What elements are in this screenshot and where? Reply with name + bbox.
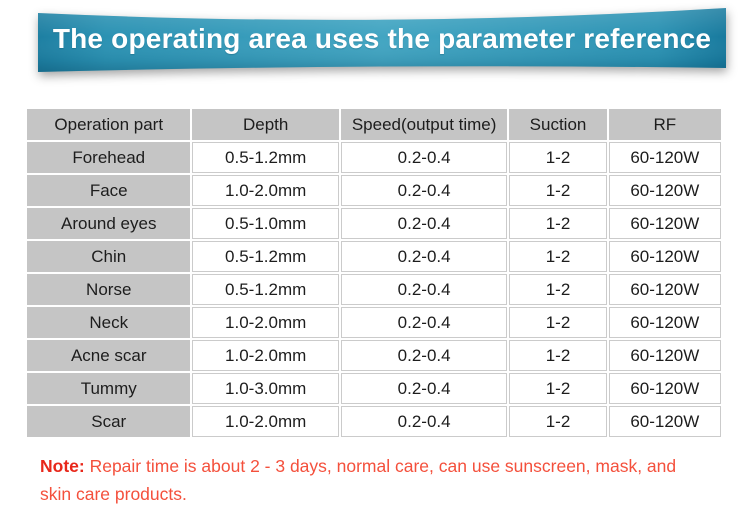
column-header: Operation part [27, 109, 191, 140]
row-label: Norse [27, 274, 191, 305]
column-header: RF [608, 109, 721, 140]
cell: 1-2 [509, 406, 607, 437]
table-row: Chin 0.5-1.2mm 0.2-0.4 1-2 60-120W [27, 241, 721, 272]
cell: 0.5-1.2mm [192, 241, 339, 272]
cell: 1-2 [509, 208, 607, 239]
cell: 60-120W [608, 274, 721, 305]
cell: 60-120W [608, 142, 721, 173]
cell: 0.5-1.0mm [192, 208, 339, 239]
table-row: Face 1.0-2.0mm 0.2-0.4 1-2 60-120W [27, 175, 721, 206]
table-row: Forehead 0.5-1.2mm 0.2-0.4 1-2 60-120W [27, 142, 721, 173]
cell: 1.0-2.0mm [192, 307, 339, 338]
table-body: Forehead 0.5-1.2mm 0.2-0.4 1-2 60-120W Face 1.… [27, 142, 721, 437]
cell: 1.0-2.0mm [192, 175, 339, 206]
cell: 0.2-0.4 [340, 406, 508, 437]
column-header: Suction [509, 109, 607, 140]
cell: 1-2 [509, 175, 607, 206]
row-label: Around eyes [27, 208, 191, 239]
cell: 1-2 [509, 307, 607, 338]
banner-title: The operating area uses the parameter re… [52, 23, 712, 54]
cell: 1.0-2.0mm [192, 406, 339, 437]
cell: 60-120W [608, 373, 721, 404]
cell: 0.2-0.4 [340, 307, 508, 338]
table-row: Scar 1.0-2.0mm 0.2-0.4 1-2 60-120W [27, 406, 721, 437]
cell: 1-2 [509, 373, 607, 404]
table-header-row: Operation part Depth Speed(output time) Suc… [27, 109, 721, 140]
cell: 0.2-0.4 [340, 274, 508, 305]
row-label: Face [27, 175, 191, 206]
note-text: Repair time is about 2 - 3 days, normal … [40, 456, 677, 505]
row-label: Scar [27, 406, 191, 437]
cell: 1.0-2.0mm [192, 340, 339, 371]
cell: 0.2-0.4 [340, 208, 508, 239]
table-row: Tummy 1.0-3.0mm 0.2-0.4 1-2 60-120W [27, 373, 721, 404]
cell: 60-120W [608, 340, 721, 371]
cell: 0.2-0.4 [340, 340, 508, 371]
cell: 0.2-0.4 [340, 241, 508, 272]
row-label: Acne scar [27, 340, 191, 371]
cell: 1-2 [509, 142, 607, 173]
table-row: Norse 0.5-1.2mm 0.2-0.4 1-2 60-120W [27, 274, 721, 305]
parameter-table: Operation part Depth Speed(output time) Suc… [25, 107, 723, 439]
cell: 1-2 [509, 340, 607, 371]
cell: 0.2-0.4 [340, 373, 508, 404]
row-label: Forehead [27, 142, 191, 173]
cell: 60-120W [608, 208, 721, 239]
cell: 1-2 [509, 274, 607, 305]
table-row: Acne scar 1.0-2.0mm 0.2-0.4 1-2 60-120W [27, 340, 721, 371]
row-label: Chin [27, 241, 191, 272]
cell: 1.0-3.0mm [192, 373, 339, 404]
cell: 60-120W [608, 175, 721, 206]
table-row: Around eyes 0.5-1.0mm 0.2-0.4 1-2 60-120W [27, 208, 721, 239]
note: Note: Repair time is about 2 - 3 days, n… [40, 452, 712, 509]
cell: 0.5-1.2mm [192, 142, 339, 173]
cell: 60-120W [608, 406, 721, 437]
cell: 60-120W [608, 307, 721, 338]
cell: 0.2-0.4 [340, 175, 508, 206]
cell: 60-120W [608, 241, 721, 272]
cell: 1-2 [509, 241, 607, 272]
row-label: Tummy [27, 373, 191, 404]
banner-ribbon-shape [38, 8, 726, 72]
column-header: Speed(output time) [340, 109, 508, 140]
banner: The operating area uses the parameter re… [0, 0, 750, 96]
cell: 0.5-1.2mm [192, 274, 339, 305]
table-row: Neck 1.0-2.0mm 0.2-0.4 1-2 60-120W [27, 307, 721, 338]
cell: 0.2-0.4 [340, 142, 508, 173]
row-label: Neck [27, 307, 191, 338]
column-header: Depth [192, 109, 339, 140]
note-label: Note: [40, 456, 85, 476]
